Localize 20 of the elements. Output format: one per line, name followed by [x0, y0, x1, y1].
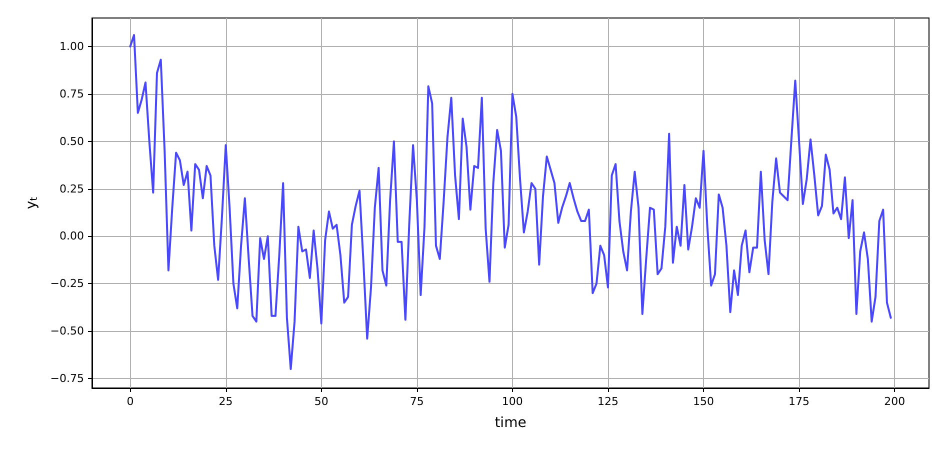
y-tick-label: 0.00 [60, 230, 84, 243]
x-tick-label: 200 [884, 395, 906, 408]
x-tick-label: 125 [597, 395, 618, 408]
line-series [129, 34, 892, 370]
y-tick-label: 0.25 [60, 182, 84, 196]
y-tick-label: −0.50 [50, 324, 84, 338]
x-tick-label: 175 [788, 395, 810, 408]
y-tick-label: 1.00 [60, 40, 84, 53]
y-tick-label: −0.25 [50, 277, 84, 290]
y-tick-label: 0.50 [60, 134, 84, 148]
x-tick-label: 0 [126, 395, 134, 408]
x-tick-label: 50 [314, 395, 328, 408]
y-tick-label: 0.75 [60, 87, 84, 100]
y-tick-label: −0.75 [50, 372, 84, 386]
x-tick-label: 150 [693, 395, 714, 408]
x-tick-label: 25 [218, 395, 233, 408]
x-axis-title: time [494, 415, 526, 431]
x-tick-label: 100 [502, 395, 523, 408]
x-tick-label: 75 [410, 395, 424, 408]
y-axis-title: yt [23, 196, 40, 210]
